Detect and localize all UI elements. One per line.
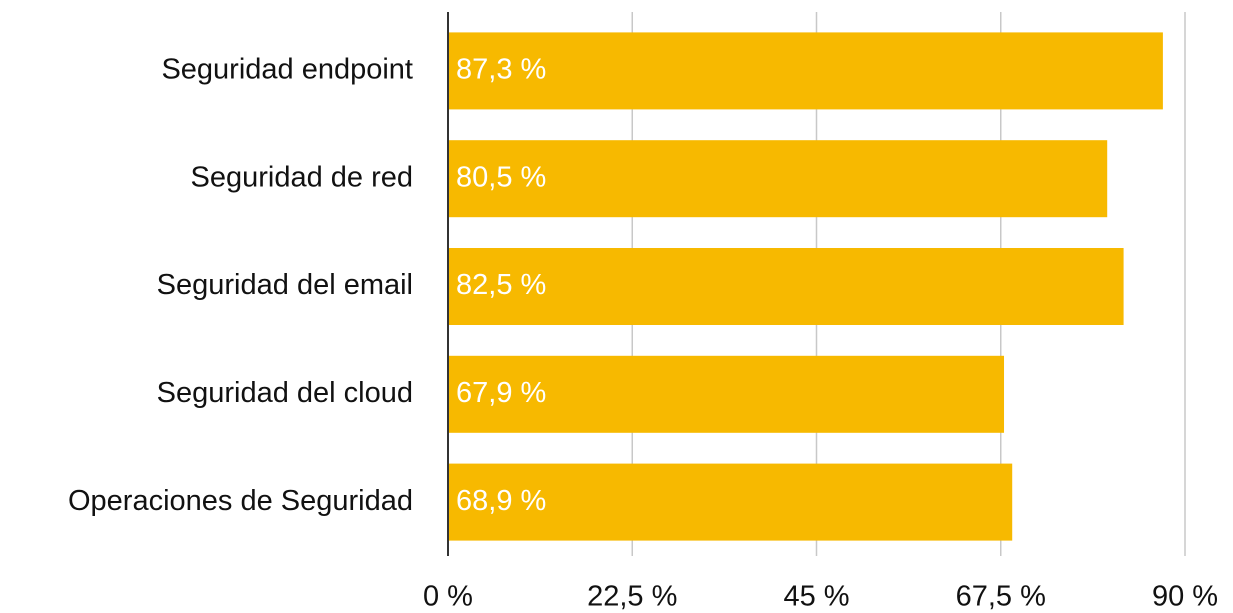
value-label: 67,9 % [456,377,546,409]
x-tick-label: 67,5 % [956,581,1046,613]
bar [448,140,1108,218]
x-tick-label: 90 % [1152,581,1218,613]
y-tick-label: Seguridad de red [191,161,414,193]
y-tick-label: Operaciones de Seguridad [68,485,413,517]
bar [448,32,1163,110]
bar [448,355,1005,433]
x-tick-label: 22,5 % [587,581,677,613]
x-tick-label: 45 % [783,581,849,613]
value-label: 80,5 % [456,161,546,193]
y-tick-label: Seguridad del email [157,269,413,301]
value-label: 87,3 % [456,54,546,86]
bar [448,463,1013,541]
y-tick-label: Seguridad del cloud [157,377,413,409]
bar [448,248,1124,325]
value-label: 68,9 % [456,485,546,517]
value-label: 82,5 % [456,269,546,301]
x-tick-label: 0 % [423,581,473,613]
y-tick-label: Seguridad endpoint [161,54,413,86]
